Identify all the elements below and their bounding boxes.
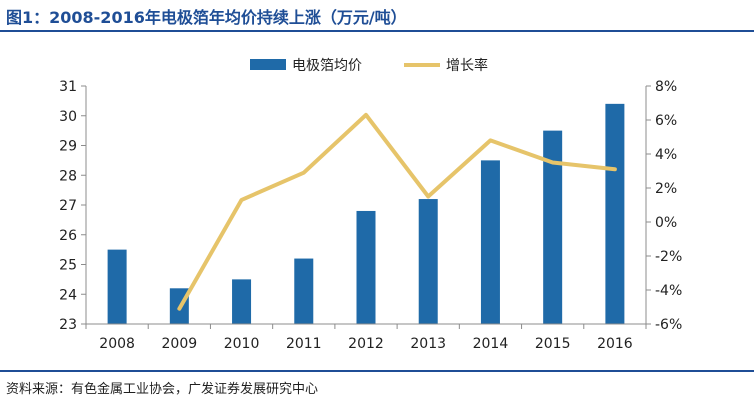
left-tick-label: 31 <box>59 79 77 95</box>
x-tick-label: 2009 <box>162 336 198 352</box>
x-tick-label: 2013 <box>410 336 446 352</box>
legend-line-label: 增长率 <box>446 57 488 74</box>
figure-title: 图1：2008-2016年电极箔年均价持续上涨（万元/吨） <box>6 8 407 27</box>
source-note: 资料来源：有色金属工业协会，广发证券发展研究中心 <box>6 382 319 397</box>
x-tick-label: 2008 <box>99 336 135 352</box>
bar-2012 <box>356 210 376 324</box>
bar-2014 <box>480 160 500 324</box>
bar-2016 <box>605 103 625 324</box>
left-tick-label: 26 <box>59 228 77 244</box>
title-rule <box>0 30 754 32</box>
combo-chart: 电极箔均价 增长率 23 24 25 26 27 28 29 30 31 -6% -4% -2% 0% 2%… <box>59 57 682 352</box>
right-tick-label: 0% <box>655 215 677 231</box>
left-tick-label: 24 <box>59 287 77 303</box>
line-series <box>177 112 617 311</box>
x-tick-label: 2010 <box>224 336 260 352</box>
right-tick-label: -4% <box>655 283 682 299</box>
right-tick-label: -2% <box>655 249 682 265</box>
source-rule <box>0 370 754 372</box>
left-tick-label: 28 <box>59 168 77 184</box>
chart-axes: 23 24 25 26 27 28 29 30 31 -6% -4% -2% 0% 2% 4% 6% 8% 200… <box>59 79 682 352</box>
left-tick-label: 29 <box>59 139 77 155</box>
x-tick-label: 2015 <box>535 336 571 352</box>
right-tick-label: 4% <box>655 147 677 163</box>
legend-bar-label: 电极箔均价 <box>292 58 362 74</box>
bar-2008 <box>107 249 127 324</box>
bar-2015 <box>543 130 563 324</box>
right-tick-label: 6% <box>655 113 677 129</box>
x-tick-label: 2014 <box>473 336 509 352</box>
x-tick-label: 2012 <box>348 336 384 352</box>
left-tick-label: 23 <box>59 317 77 333</box>
legend-bar-swatch <box>250 59 286 70</box>
growth-rate-line <box>177 112 617 311</box>
chart-legend: 电极箔均价 增长率 <box>250 57 488 74</box>
right-tick-label: 8% <box>655 79 677 95</box>
x-tick-label: 2016 <box>597 336 633 352</box>
left-tick-label: 27 <box>59 198 77 214</box>
x-tick-label: 2011 <box>286 336 322 352</box>
bar-2010 <box>232 279 252 324</box>
right-tick-label: 2% <box>655 181 677 197</box>
right-tick-label: -6% <box>655 317 682 333</box>
bar-series <box>107 103 625 324</box>
bar-2011 <box>294 258 314 324</box>
left-tick-label: 30 <box>59 109 77 125</box>
bar-2013 <box>418 199 438 324</box>
left-tick-label: 25 <box>59 258 77 274</box>
